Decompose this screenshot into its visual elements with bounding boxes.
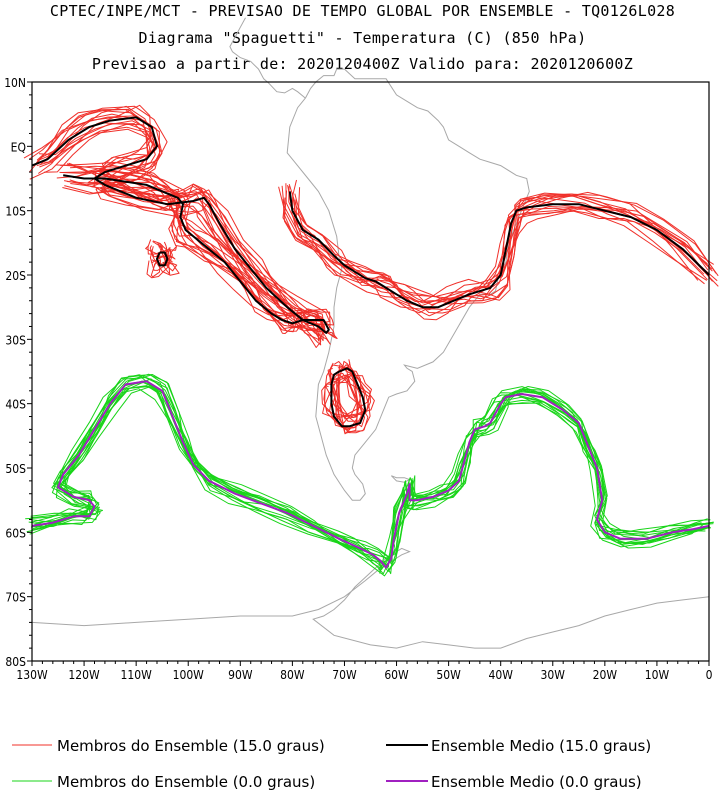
plot-border [31,81,710,662]
member-15-0-13 [29,104,338,339]
ensemble-mean-layer [31,116,710,569]
y-tick-label: 70S [5,591,26,605]
x-tick-label: 120W [68,668,100,682]
member-15-1-5 [151,241,173,264]
y-tick-label: 20S [5,269,26,283]
legend-label-mean-0: Ensemble Medio (0.0 graus) [431,773,642,791]
x-tick-label: 80W [280,668,305,682]
member-15-2-2 [292,179,708,303]
y-tick-label: 60S [5,526,26,540]
chart-title-line2: Diagrama "Spaguetti" - Temperatura (C) (… [138,29,587,47]
member-15-3-12 [322,374,372,418]
member-15-0-6 [38,105,324,342]
member-15-2-14 [295,197,705,314]
coastline-central-america [229,17,306,99]
member-15-1-2 [146,247,173,279]
y-tick-label: 10S [5,205,26,219]
member-0-4-7 [28,377,706,564]
member-15-2-4 [285,183,713,307]
member-15-2-13 [284,190,713,306]
x-tick-label: 40W [488,668,513,682]
member-15-1-13 [145,245,177,255]
coastline-antarctica [31,547,710,649]
chart-title-line1: CPTEC/INPE/MCT - PREVISAO DE TEMPO GLOBA… [49,2,676,20]
chart-title-line3: Previsao a partir de: 2020120400Z Valido… [91,55,634,73]
mean_15-line-1 [156,251,169,267]
x-tick-label: 60W [384,668,409,682]
x-tick-label: 90W [228,668,253,682]
member-15-3-2 [323,364,371,433]
member-15-0-14 [36,110,320,342]
legend-label-mean-15: Ensemble Medio (15.0 graus) [431,737,651,755]
member-15-2-8 [278,186,719,301]
x-tick-label: 30W [541,668,566,682]
x-tick-label: 10W [645,668,670,682]
y-tick-label: 40S [5,398,26,412]
member-0-4-14 [31,374,712,559]
x-tick-label: 50W [436,668,461,682]
member-15-1-14 [150,255,161,278]
legend: Membros do Ensemble (15.0 graus) Ensembl… [12,737,651,791]
mean_15-line-0 [31,116,330,334]
member-15-1-10 [149,246,170,271]
member-15-2-6 [282,193,718,311]
x-tick-label: 130W [16,668,48,682]
y-tick-label: 30S [5,333,26,347]
x-tick-label: 70W [332,668,357,682]
axis-ticks: 130W 120W 110W 100W 90W 80W 70W 60W 50W 40W 30W 20W… [4,76,712,682]
member-15-2-12 [287,185,713,310]
coastline-layer [31,17,710,649]
y-tick-label: EQ [11,140,26,154]
y-tick-label: 50S [5,462,26,476]
mean_0-line-4 [31,380,710,569]
member-0-4-8 [34,382,710,571]
member-0-4-4 [31,380,709,570]
y-tick-label: 10N [4,76,26,90]
coastline-falklands [390,475,411,483]
coastline-south-america [286,68,530,501]
y-tick-label: 80S [5,655,26,669]
plot-frame [31,81,710,662]
member-15-1-12 [149,249,180,276]
x-tick-label: 110W [121,668,153,682]
mean_15-line-3 [330,367,367,428]
legend-label-members-0: Membros do Ensemble (0.0 graus) [57,773,315,791]
legend-label-members-15: Membros do Ensemble (15.0 graus) [57,737,325,755]
member-0-4-12 [38,386,714,574]
x-tick-label: 100W [173,668,205,682]
mean_15-line-2 [288,191,710,309]
member-0-4-6 [31,386,710,575]
member-0-4-11 [30,374,714,563]
member-15-3-11 [331,360,362,430]
x-tick-label: 0 [706,668,713,682]
member-15-2-1 [288,183,709,304]
x-tick-label: 20W [593,668,618,682]
member-15-2-10 [294,193,705,317]
